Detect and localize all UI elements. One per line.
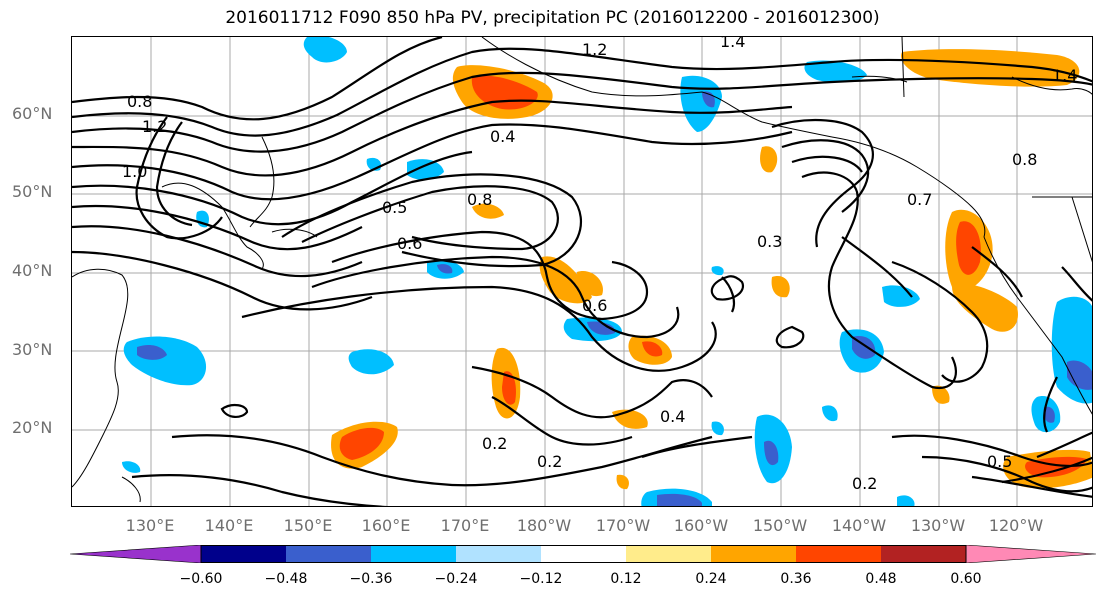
contour-label: 0.2	[537, 452, 562, 471]
colorbar-tick-label: 0.60	[950, 571, 982, 587]
lon-label: 160°E	[361, 516, 411, 535]
colorbar-tick-label: 0.48	[865, 571, 897, 587]
lon-label: 140°W	[831, 516, 887, 535]
contour-label: 1.2	[142, 117, 167, 136]
contour-label: 0.6	[397, 234, 422, 253]
pv-contours	[72, 37, 1092, 506]
lon-label: 130°W	[910, 516, 966, 535]
colorbar-tick-label: −0.36	[349, 571, 393, 587]
contour-label: 0.8	[467, 190, 492, 209]
contour-label: 0.5	[987, 452, 1012, 471]
contour-label: 0.8	[127, 92, 152, 111]
colorbar-segment	[371, 545, 456, 563]
colorbar	[70, 545, 1096, 563]
coastlines	[72, 37, 1092, 503]
lon-label: 130°E	[125, 516, 175, 535]
colorbar-segment	[881, 545, 966, 563]
colorbar-segment	[286, 545, 371, 563]
contour-label: 0.3	[757, 232, 782, 251]
colorbar-tick-label: −0.60	[179, 571, 223, 587]
lat-label-40n: 40°N	[12, 261, 53, 280]
colorbar-outline	[200, 545, 967, 563]
colorbar-segment	[626, 545, 711, 563]
colorbar-tick-label: 0.36	[780, 571, 812, 587]
colorbar-segment	[711, 545, 796, 563]
colorbar-segment	[456, 545, 541, 563]
colorbar-segment	[796, 545, 881, 563]
lon-label: 140°E	[204, 516, 254, 535]
colorbar-segment	[541, 545, 626, 563]
lat-label-30n: 30°N	[12, 340, 53, 359]
lon-label: 120°W	[988, 516, 1044, 535]
colorbar-tick-label: 0.12	[610, 571, 642, 587]
precip-shading	[122, 37, 1092, 506]
contour-label: 1.0	[122, 162, 147, 181]
lon-label: 180°W	[516, 516, 572, 535]
colorbar-tick-label: −0.48	[264, 571, 308, 587]
contour-label: 0.5	[382, 198, 407, 217]
contour-label: 0.4	[490, 127, 515, 146]
map-canvas: 1.2 1.4 0.8 1.0 0.5 0.4 0.6 0.3 0.2 0.7 …	[72, 37, 1092, 506]
colorbar-tick-label: −0.12	[519, 571, 563, 587]
contour-label: 0.2	[852, 474, 877, 493]
lat-label-20n: 20°N	[12, 418, 53, 437]
lon-label: 150°W	[752, 516, 808, 535]
lon-label: 160°W	[673, 516, 729, 535]
contour-label: 0.7	[907, 190, 932, 209]
contour-label-group: 1.2 1.4 0.8 1.0 0.5 0.4 0.6 0.3 0.2 0.7 …	[122, 37, 1077, 493]
contour-label: 1.4	[1052, 66, 1077, 85]
contour-label: 1.4	[720, 37, 745, 51]
lat-label-50n: 50°N	[12, 182, 53, 201]
lon-label: 170°E	[440, 516, 490, 535]
lon-label: 150°E	[283, 516, 333, 535]
colorbar-extend-high	[965, 545, 1096, 563]
colorbar-extend-low	[70, 545, 202, 563]
map-panel: 1.2 1.4 0.8 1.0 0.5 0.4 0.6 0.3 0.2 0.7 …	[71, 36, 1093, 507]
contour-label: 0.6	[582, 296, 607, 315]
lat-label-60n: 60°N	[12, 104, 53, 123]
contour-label: 1.2	[582, 40, 607, 59]
lon-label: 170°W	[595, 516, 651, 535]
colorbar-segment	[201, 545, 286, 563]
contour-label: 0.2	[482, 434, 507, 453]
contour-label: 0.4	[660, 407, 685, 426]
contour-label: 0.8	[1012, 150, 1037, 169]
colorbar-tick-label: 0.24	[695, 571, 727, 587]
colorbar-tick-label: −0.24	[434, 571, 478, 587]
map-title: 2016011712 F090 850 hPa PV, precipitatio…	[225, 8, 880, 28]
